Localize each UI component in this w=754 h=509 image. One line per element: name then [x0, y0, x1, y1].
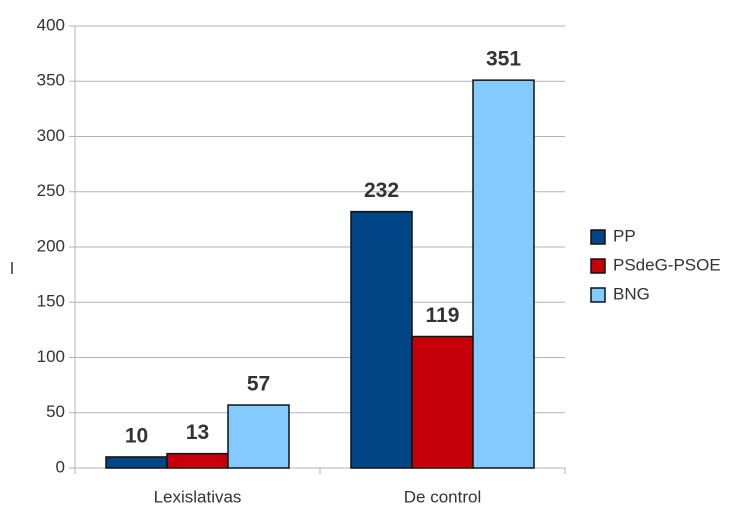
bar	[411, 335, 474, 469]
y-tick-label: 50	[46, 402, 65, 421]
legend-label: BNG	[613, 284, 650, 303]
legend-swatch	[590, 258, 606, 274]
legend-swatch	[590, 229, 606, 245]
legend-label: PP	[613, 226, 636, 245]
value-label: 57	[247, 373, 270, 396]
x-tick-label: De control	[404, 487, 481, 506]
value-label: 232	[364, 179, 399, 202]
y-tick-label: 350	[37, 71, 65, 90]
y-tick-label: 100	[37, 347, 65, 366]
y-tick-label: 300	[37, 126, 65, 145]
x-tick-label: Lexislativas	[154, 487, 242, 506]
bar	[105, 456, 168, 469]
bar	[350, 210, 413, 469]
bar	[472, 79, 535, 469]
value-label: 13	[186, 421, 209, 444]
legend-swatch	[590, 287, 606, 303]
y-tick-label: 250	[37, 181, 65, 200]
y-tick-label: 200	[37, 236, 65, 255]
value-label: 10	[125, 424, 148, 447]
value-label: 119	[426, 304, 460, 327]
y-tick-label: 400	[37, 15, 65, 34]
legend-label: PSdeG-PSOE	[613, 255, 721, 274]
y-tick-label: 0	[56, 457, 65, 476]
y-tick-label: 150	[37, 292, 65, 311]
value-label: 351	[486, 48, 521, 71]
bar	[166, 452, 229, 469]
bar	[227, 404, 290, 469]
